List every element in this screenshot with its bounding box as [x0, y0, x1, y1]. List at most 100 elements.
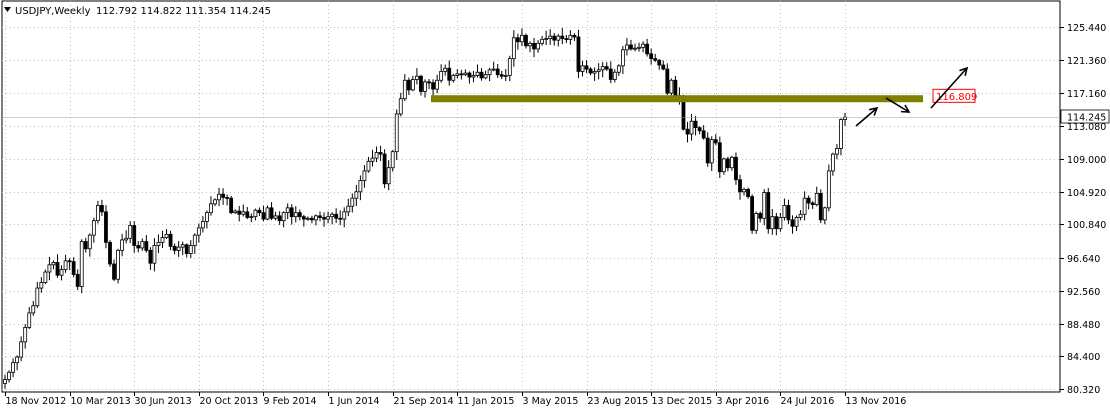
candle-body — [455, 73, 460, 76]
candle — [390, 150, 395, 172]
candle-body — [95, 205, 100, 222]
candle-body — [47, 264, 52, 273]
candle-body — [738, 179, 742, 193]
arrow-head — [869, 106, 879, 116]
candle-body — [596, 69, 601, 72]
candle — [148, 247, 153, 270]
symbol-label: USDJPY,Weekly — [15, 6, 91, 17]
candle — [451, 73, 456, 83]
x-tick-label: 13 Nov 2016 — [846, 396, 907, 407]
candle — [346, 198, 351, 217]
arrow-up-2 — [930, 66, 969, 109]
candle-body — [552, 35, 557, 41]
candle — [31, 300, 36, 316]
candle-body — [786, 205, 791, 221]
candle-body — [63, 260, 68, 271]
candle — [580, 60, 585, 77]
candle — [394, 109, 399, 161]
candle — [378, 145, 383, 161]
candle — [63, 254, 68, 273]
candle-body — [798, 213, 803, 218]
candle — [253, 208, 258, 221]
candle — [447, 60, 452, 86]
candle — [552, 32, 557, 46]
candle — [342, 207, 347, 228]
candle-body — [67, 260, 72, 263]
candle — [766, 188, 771, 234]
candle-body — [693, 120, 698, 129]
candle-body — [669, 79, 674, 94]
candle — [584, 60, 589, 74]
candle-body — [402, 79, 407, 100]
candle — [326, 211, 330, 224]
candle-body — [124, 237, 129, 241]
y-tick-label: 121.360 — [1067, 56, 1106, 67]
candle-body — [447, 67, 452, 81]
candle — [701, 125, 706, 140]
candle-body — [305, 217, 310, 220]
last-price-label: 114.245 — [1067, 113, 1106, 124]
candle — [128, 221, 133, 244]
candle — [362, 165, 367, 188]
candle — [503, 68, 508, 82]
candle — [467, 71, 472, 84]
candle-body — [689, 120, 694, 135]
candle — [459, 69, 464, 80]
candle — [47, 256, 52, 281]
candle-body — [261, 212, 266, 220]
candle — [746, 187, 750, 199]
candle-body — [528, 42, 532, 47]
candle — [625, 37, 629, 56]
candle-body — [810, 202, 815, 206]
candle — [540, 35, 545, 46]
candle — [205, 210, 209, 229]
candle-body — [217, 193, 221, 201]
level-label-text: 116.809 — [936, 92, 977, 103]
candle — [358, 175, 363, 201]
candle — [794, 215, 799, 232]
candle — [649, 48, 654, 65]
candle — [709, 136, 714, 171]
candle-body — [766, 192, 771, 230]
candle-body — [818, 192, 823, 221]
candle — [301, 214, 306, 227]
symbol-header: USDJPY,Weekly 112.792 114.822 111.354 11… — [4, 6, 271, 17]
candle — [152, 238, 157, 272]
candle-body — [152, 245, 157, 264]
candle-body — [491, 68, 496, 71]
x-tick-label: 30 Jun 2013 — [135, 396, 192, 407]
candle-body — [281, 212, 286, 222]
candle-body — [382, 153, 387, 185]
dropdown-triangle-icon[interactable] — [4, 7, 11, 12]
candle-body — [661, 64, 666, 70]
candle-body — [721, 158, 726, 173]
candle-body — [742, 188, 746, 193]
candle-body — [806, 197, 811, 204]
candle-body — [770, 216, 775, 230]
candle-body — [835, 148, 839, 155]
candle-body — [774, 216, 779, 230]
candle-body — [592, 71, 597, 74]
arrow-shaft — [930, 67, 968, 109]
candle-body — [172, 245, 177, 251]
candle-body — [604, 66, 609, 70]
candle-body — [419, 75, 423, 92]
candle-body — [51, 261, 56, 266]
candle — [55, 254, 60, 278]
candle-body — [507, 58, 512, 76]
candle-body — [100, 205, 104, 213]
candle — [318, 211, 322, 222]
candle — [43, 269, 48, 285]
candle-body — [378, 152, 383, 155]
candle — [289, 204, 294, 225]
candle-body — [120, 239, 125, 251]
candle-body — [443, 67, 448, 72]
candle — [661, 60, 666, 71]
candle-body — [717, 142, 722, 173]
candle — [350, 193, 355, 213]
candle-body — [394, 113, 399, 153]
candle-body — [318, 215, 322, 218]
x-tick-label: 9 Feb 2014 — [264, 396, 317, 407]
